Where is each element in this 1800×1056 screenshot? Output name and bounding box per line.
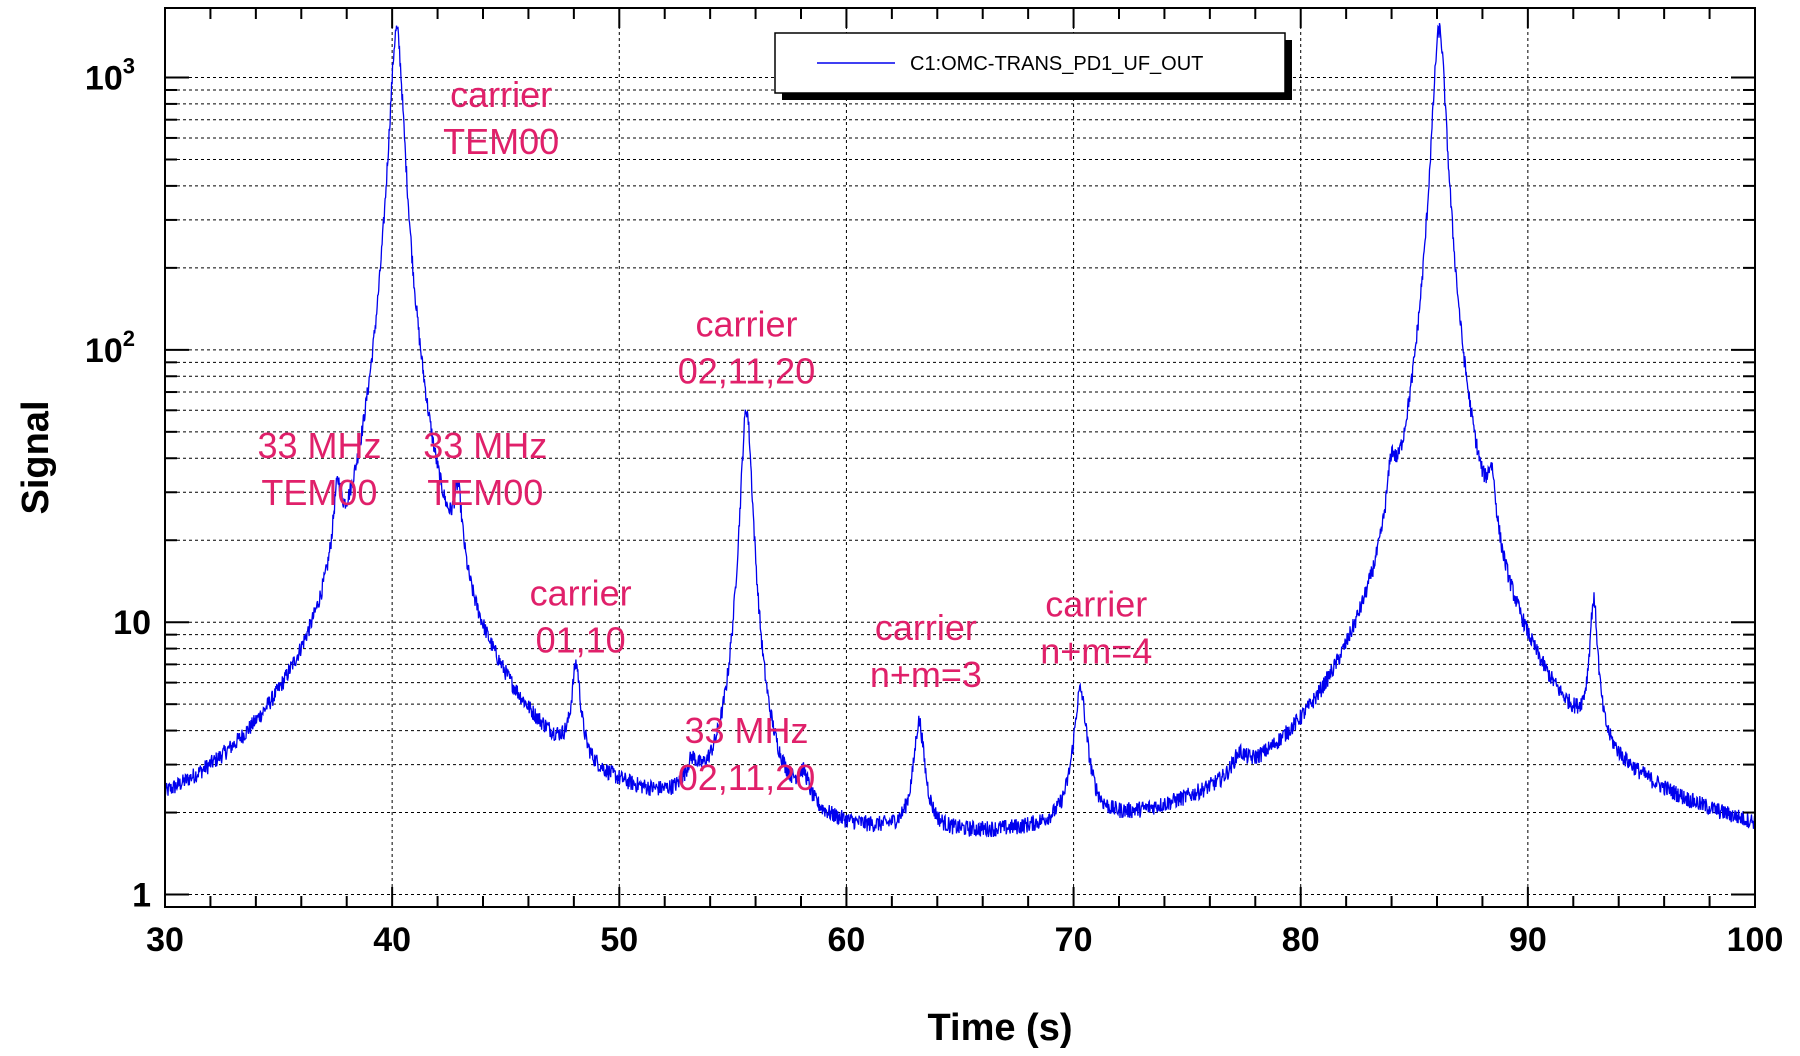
peak-annotation: carrier n+m=3	[870, 607, 982, 695]
peak-annotation: 33 MHz 02,11,20	[678, 710, 815, 798]
peak-annotation: carrier TEM00	[443, 74, 559, 162]
y-axis-title: Signal	[15, 400, 57, 514]
x-tick-label: 60	[828, 921, 866, 959]
peak-annotation: carrier 02,11,20	[678, 303, 815, 391]
x-tick-label: 100	[1727, 921, 1784, 959]
peak-annotation: 33 MHz TEM00	[257, 425, 381, 513]
x-tick-label: 40	[373, 921, 411, 959]
peak-annotation: carrier 01,10	[530, 573, 632, 661]
x-tick-label: 70	[1055, 921, 1093, 959]
y-tick-label: 10	[113, 604, 151, 642]
x-axis-title: Time (s)	[927, 1007, 1072, 1049]
y-tick-label: 1	[132, 877, 151, 915]
x-tick-label: 90	[1509, 921, 1547, 959]
x-tick-label: 80	[1282, 921, 1320, 959]
x-tick-label: 30	[146, 921, 184, 959]
x-tick-label: 50	[600, 921, 638, 959]
legend-entry: C1:OMC-TRANS_PD1_UF_OUT	[910, 53, 1203, 75]
y-tick-label: 102	[85, 326, 135, 370]
peak-annotation: carrier n+m=4	[1040, 583, 1152, 671]
peak-annotation: 33 MHz TEM00	[423, 425, 547, 513]
series-line-omc-trans	[164, 22, 1756, 838]
y-tick-label: 103	[85, 54, 135, 98]
